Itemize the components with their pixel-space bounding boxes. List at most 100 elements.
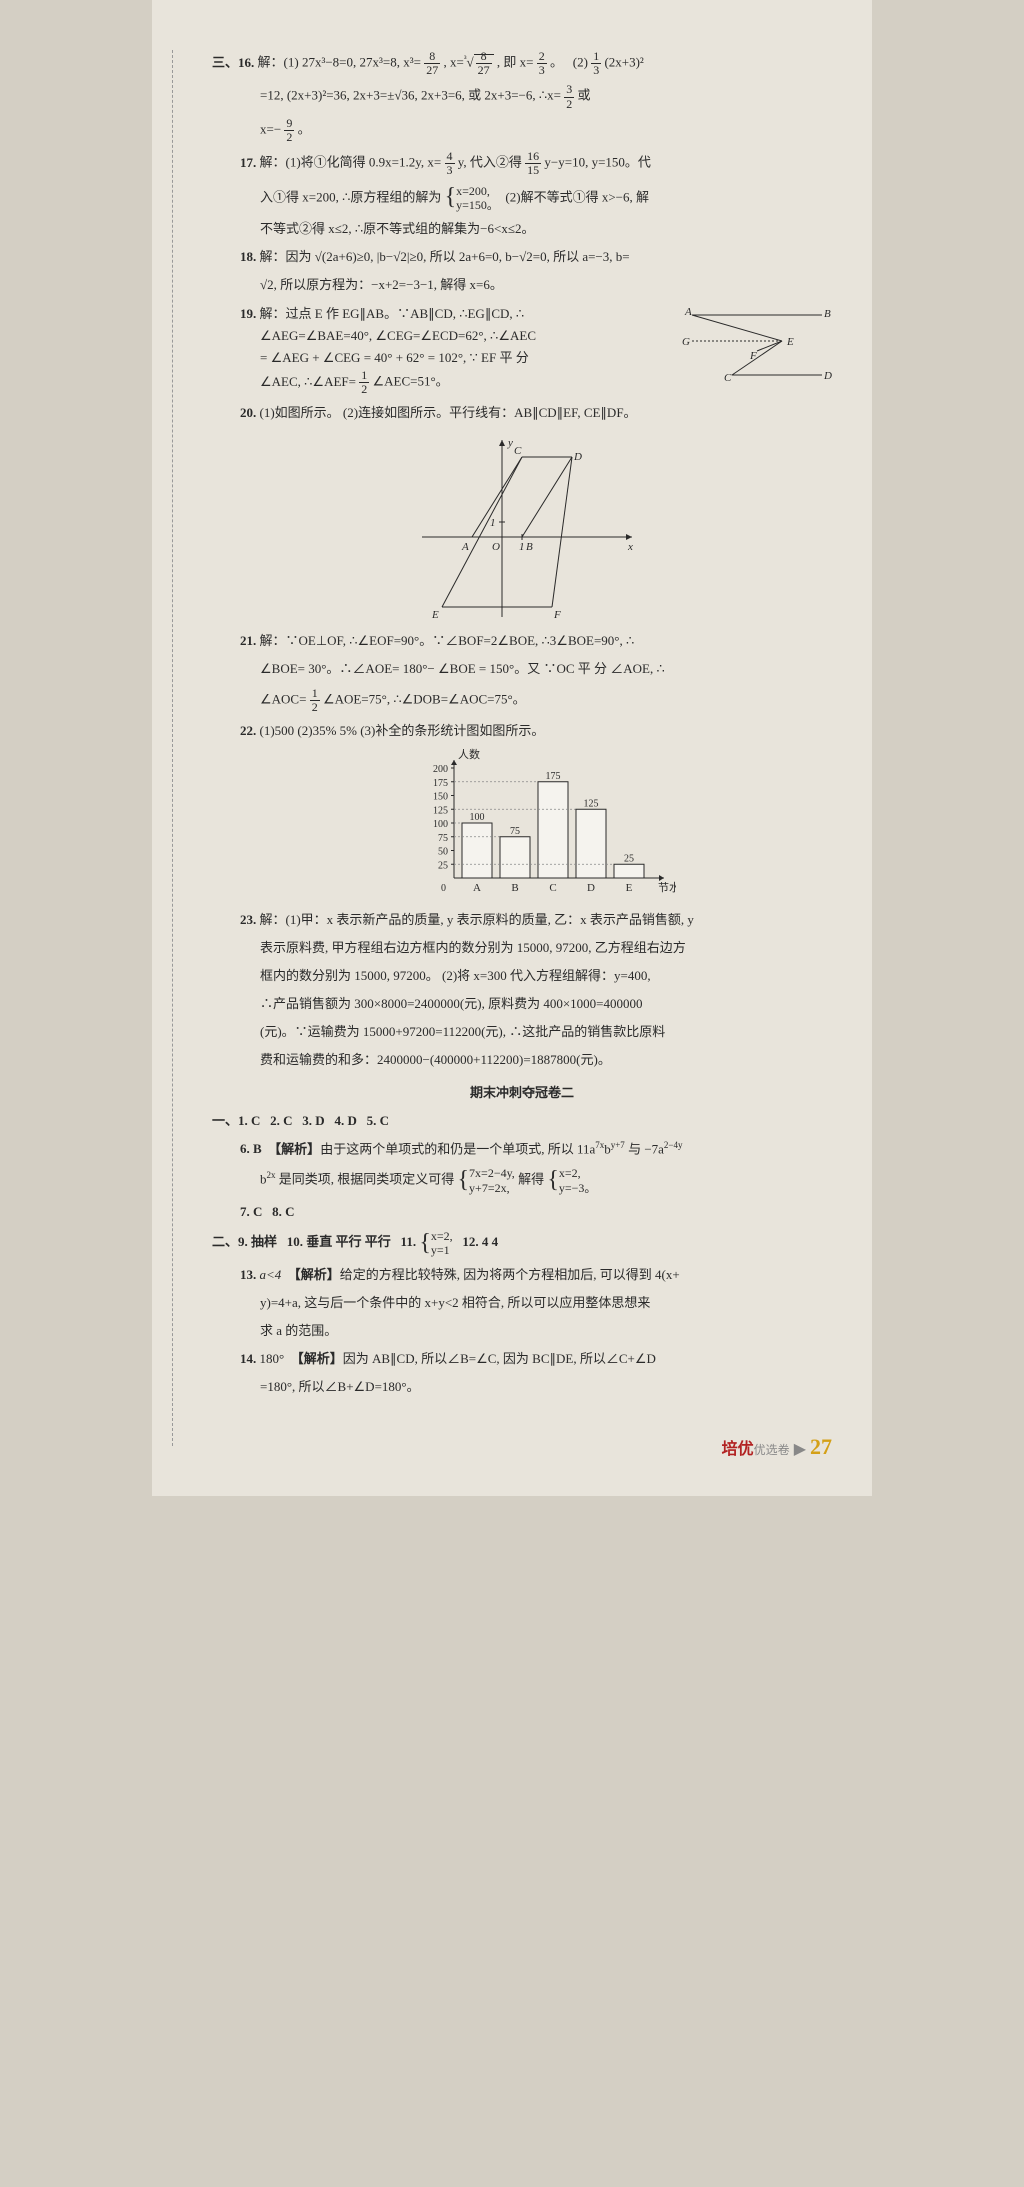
frac-d: 15: [525, 164, 541, 177]
text: 过点 E 作 EG∥AB。∵AB∥CD, ∴EG∥CD, ∴: [286, 306, 525, 321]
frac-d: 3: [591, 64, 601, 77]
problem-22-chart: 人数255075100125150175200100A75B175C125D25…: [212, 748, 832, 903]
text: x=−: [260, 121, 281, 136]
problem-number: 21.: [240, 630, 256, 652]
text: (1)如图所示。 (2)连接如图所示。平行线有：AB∥CD∥EF, CE∥DF。: [260, 405, 637, 420]
text: ∠AOC=: [260, 691, 306, 706]
brace-line: x=2,: [559, 1166, 581, 1180]
frac-n: 2: [537, 50, 547, 64]
pt-D: D: [573, 451, 582, 463]
text: = ∠AEG + ∠CEG = 40° + 62° = 102°, ∵ EF 平…: [240, 350, 529, 365]
pt-A: A: [684, 306, 692, 318]
text: (元)。∵运输费为 15000+97200=112200(元), ∴这批产品的销…: [260, 1024, 665, 1039]
svg-text:75: 75: [438, 833, 448, 844]
brace-line: 7x=2−4y,: [469, 1166, 515, 1180]
text: , x=: [443, 55, 463, 70]
brace-line: x=200,: [456, 184, 490, 198]
section-prefix: 一、: [212, 1110, 238, 1132]
svg-text:节水措施: 节水措施: [658, 880, 676, 894]
label: 解：: [260, 633, 286, 648]
text: 。: [550, 55, 563, 70]
svg-text:B: B: [511, 882, 518, 894]
text: 框内的数分别为 15000, 97200。 (2)将 x=300 代入方程组解得…: [260, 968, 651, 983]
problem-20: 20. (1)如图所示。 (2)连接如图所示。平行线有：AB∥CD∥EF, CE…: [212, 402, 832, 424]
text: √2, 所以原方程为：−x+2=−3−1, 解得 x=6。: [260, 277, 503, 292]
problem-16: 三、16. 解：(1) 27x³−8=0, 27x³=8, x³= 827 , …: [212, 50, 832, 77]
problem-13-cont: 求 a 的范围。: [212, 1320, 832, 1342]
frac-d: 2: [564, 98, 574, 111]
pt-F: F: [553, 609, 561, 621]
sup: 2x: [267, 1170, 276, 1180]
pt-A: A: [461, 541, 469, 553]
brace-line: y=−3。: [559, 1181, 597, 1195]
text: ∠BOE= 30°。∴∠AOE= 180°− ∠BOE = 150°。又 ∵OC…: [260, 661, 665, 676]
problem-number: 20.: [240, 402, 256, 424]
svg-text:C: C: [549, 882, 556, 894]
text: 给定的方程比较特殊, 因为将两个方程相加后, 可以得到 4(x+: [340, 1267, 680, 1282]
text: 。: [298, 121, 311, 136]
text: (1)甲：x 表示新产品的质量, y 表示原料的质量, 乙：x 表示产品销售额,…: [286, 912, 694, 927]
answer: 3. D: [302, 1110, 324, 1132]
text: (1)500 (2)35% 5% (3)补全的条形统计图如图所示。: [260, 723, 545, 738]
section-prefix: 二、: [212, 1231, 238, 1253]
section-prefix: 三、: [212, 52, 238, 74]
problem-16-cont: =12, (2x+3)²=36, 2x+3=±√36, 2x+3=6, 或 2x…: [212, 83, 832, 110]
problem-number: 11.: [401, 1231, 417, 1253]
label: 解：: [260, 306, 286, 321]
answer: 180°: [260, 1351, 285, 1366]
problem-23-cont: 框内的数分别为 15000, 97200。 (2)将 x=300 代入方程组解得…: [212, 965, 832, 987]
svg-text:25: 25: [438, 860, 448, 871]
section-title: 期末冲刺夺冠卷二: [212, 1082, 832, 1104]
problem-14: 14. 180° 【解析】因为 AB∥CD, 所以∠B=∠C, 因为 BC∥DE…: [212, 1348, 832, 1370]
problem-21-cont2: ∠AOC= 12 ∠AOE=75°, ∴∠DOB=∠AOC=75°。: [212, 687, 832, 714]
brace-line: x=2,: [431, 1229, 453, 1243]
text: 由于这两个单项式的和仍是一个单项式, 所以 11a: [320, 1141, 595, 1156]
text: 因为 √(2a+6)≥0, |b−√2|≥0, 所以 2a+6=0, b−√2=…: [286, 249, 630, 264]
frac-d: 27: [424, 64, 440, 77]
problem-18: 18. 解：因为 √(2a+6)≥0, |b−√2|≥0, 所以 2a+6=0,…: [212, 246, 832, 268]
problem-number: 22.: [240, 720, 256, 742]
frac-d: 27: [476, 64, 492, 77]
svg-text:100: 100: [433, 819, 448, 830]
frac-n: 9: [284, 117, 294, 131]
pt-F: F: [749, 350, 757, 362]
arrow-icon: ▶: [794, 1441, 806, 1458]
problem-13: 13. a<4 【解析】给定的方程比较特殊, 因为将两个方程相加后, 可以得到 …: [212, 1264, 832, 1286]
text: =180°, 所以∠B+∠D=180°。: [260, 1379, 420, 1394]
problem-23-cont: (元)。∵运输费为 15000+97200=112200(元), ∴这批产品的销…: [212, 1021, 832, 1043]
frac-n: 16: [525, 150, 541, 164]
problem-21-cont: ∠BOE= 30°。∴∠AOE= 180°− ∠BOE = 150°。又 ∵OC…: [212, 658, 832, 680]
text: =12, (2x+3)²=36, 2x+3=±√36, 2x+3=6, 或 2x…: [260, 88, 561, 103]
problem-22: 22. (1)500 (2)35% 5% (3)补全的条形统计图如图所示。: [212, 720, 832, 742]
text: (2x+3)²: [604, 55, 643, 70]
pt-G: G: [682, 336, 690, 348]
frac-d: 3: [537, 64, 547, 77]
page-number: 27: [810, 1434, 832, 1459]
text: y−y=10, y=150。代: [544, 155, 651, 170]
frac-d: 2: [359, 383, 369, 396]
brace-line: y=150。: [456, 198, 499, 212]
svg-text:150: 150: [433, 791, 448, 802]
svg-text:200: 200: [433, 764, 448, 775]
problem-17-cont2: 不等式②得 x≤2, ∴原不等式组的解集为−6<x≤2。: [212, 218, 832, 240]
label: 解：: [258, 55, 284, 70]
problem-23-cont: ∴产品销售额为 300×8000=2400000(元), 原料费为 400×10…: [212, 993, 832, 1015]
tick-1: 1: [519, 541, 525, 553]
svg-text:125: 125: [433, 805, 448, 816]
svg-text:0: 0: [441, 883, 446, 894]
problem-19: A B G E F C D 19. 解：过点 E 作 EG∥AB。∵AB∥CD,…: [212, 303, 832, 397]
problem-19-figure: A B G E F C D: [682, 303, 832, 388]
svg-text:125: 125: [584, 798, 599, 809]
problem-23: 23. 解：(1)甲：x 表示新产品的质量, y 表示原料的质量, 乙：x 表示…: [212, 909, 832, 931]
svg-text:75: 75: [510, 826, 520, 837]
text: 表示原料费, 甲方程组右边方框内的数分别为 15000, 97200, 乙方程组…: [260, 940, 686, 955]
text: , 即 x=: [497, 55, 534, 70]
pt-B: B: [824, 308, 831, 320]
text: 入①得 x=200, ∴原方程组的解为: [260, 189, 441, 204]
text: (1) 27x³−8=0, 27x³=8, x³=: [284, 55, 421, 70]
sec1-line3: 7. C 8. C: [212, 1201, 832, 1223]
answer: a<4: [260, 1267, 282, 1282]
text: 因为 AB∥CD, 所以∠B=∠C, 因为 BC∥DE, 所以∠C+∠D: [343, 1351, 656, 1366]
problem-number: 19.: [240, 303, 256, 325]
answer: 10. 垂直 平行 平行: [287, 1231, 391, 1253]
